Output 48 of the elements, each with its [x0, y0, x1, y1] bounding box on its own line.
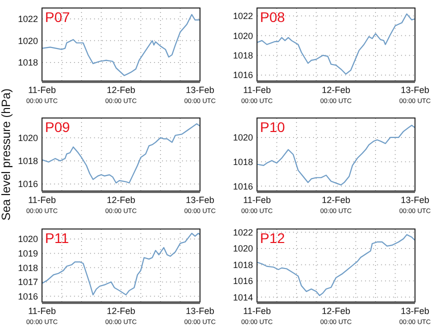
x-tick-label: 12-Feb 00:00 UTC	[320, 195, 352, 215]
x-tick-label: 13-Feb 00:00 UTC	[399, 85, 432, 105]
chart-title: P07	[45, 9, 70, 25]
chart-title: P11	[45, 230, 70, 246]
y-tick-label: 1020	[232, 244, 253, 254]
y-tick-label: 1020	[18, 132, 38, 143]
y-tick-label: 1016	[18, 179, 38, 190]
y-tick-label: 1020	[232, 132, 253, 143]
y-tick-label: 1017	[18, 277, 38, 288]
y-tick-label: 1022	[232, 11, 253, 22]
chart-title: P12	[260, 230, 286, 246]
y-tick-label: 1022	[232, 227, 253, 238]
x-tick-label: 12-Feb 00:00 UTC	[320, 306, 352, 326]
chart-title: P10	[260, 119, 286, 135]
x-tick-label: 13-Feb 00:00 UTC	[184, 195, 216, 215]
x-tick-label: 13-Feb 00:00 UTC	[399, 306, 432, 326]
x-tick-label: 13-Feb 00:00 UTC	[184, 306, 216, 326]
y-tick-label: 1016	[232, 276, 253, 286]
x-tick-label: 12-Feb 00:00 UTC	[105, 306, 138, 326]
x-tick-label: 11-Feb 00:00 UTC	[241, 306, 274, 326]
y-tick-label: 1016	[18, 291, 38, 302]
x-tick-label: 11-Feb 00:00 UTC	[26, 195, 58, 215]
x-tick-label: 11-Feb 00:00 UTC	[26, 85, 58, 105]
y-tick-label: 1018	[18, 262, 38, 273]
y-tick-label: 1018	[18, 156, 38, 166]
x-tick-label: 11-Feb 00:00 UTC	[241, 85, 274, 105]
y-tick-label: 1018	[18, 58, 38, 68]
y-tick-label: 1020	[232, 30, 253, 41]
y-tick-label: 1016	[232, 70, 253, 80]
x-tick-label: 13-Feb 00:00 UTC	[399, 195, 432, 215]
y-tick-label: 1018	[232, 260, 253, 270]
y-tick-label: 1019	[18, 248, 38, 258]
y-tick-label: 1016	[232, 181, 253, 192]
x-tick-label: 12-Feb 00:00 UTC	[105, 195, 138, 215]
x-tick-label: 12-Feb 00:00 UTC	[320, 85, 352, 105]
y-tick-label: 1018	[232, 50, 253, 60]
chart-title: P08	[260, 9, 286, 25]
y-tick-label: 1018	[232, 156, 253, 167]
x-tick-label: 13-Feb 00:00 UTC	[184, 85, 216, 105]
x-tick-label: 12-Feb 00:00 UTC	[105, 85, 138, 105]
y-axis-title: Sea level pressure (hPa)	[0, 88, 13, 221]
y-tick-label: 1020	[18, 234, 38, 244]
y-tick-label: 1022	[18, 14, 38, 24]
x-tick-label: 11-Feb 00:00 UTC	[26, 306, 58, 326]
x-tick-label: 11-Feb 00:00 UTC	[241, 195, 274, 215]
y-tick-label: 1014	[232, 292, 253, 302]
chart-title: P09	[45, 119, 70, 135]
y-tick-label: 1020	[18, 36, 38, 46]
